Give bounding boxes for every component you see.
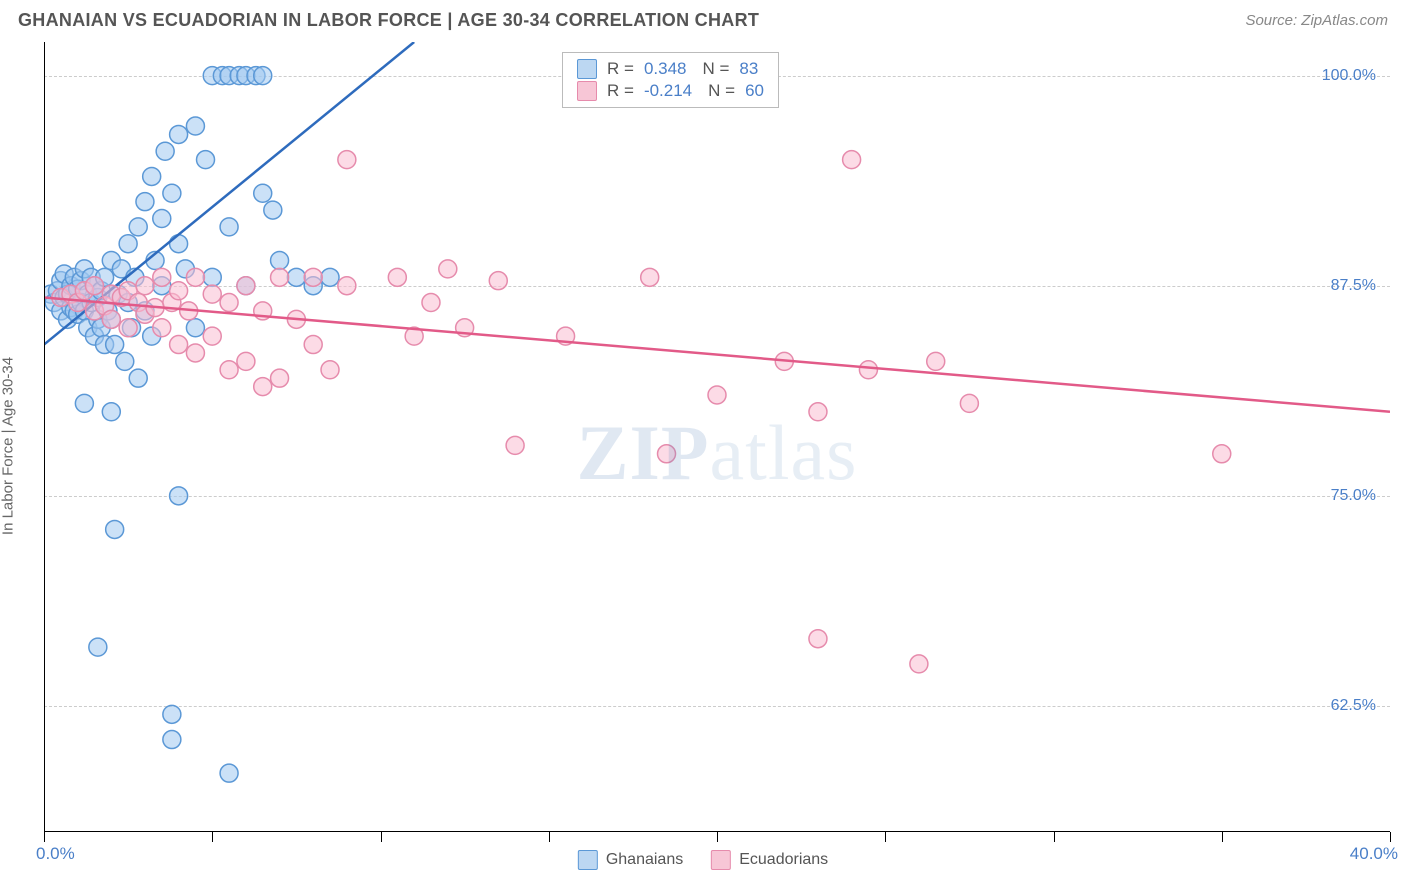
x-tick-mark bbox=[212, 832, 213, 842]
plot-area: ZIPatlas R = 0.348 N = 83 R = -0.214 N =… bbox=[44, 42, 1390, 832]
x-tick-mark bbox=[1222, 832, 1223, 842]
legend-label-ecuadorian: Ecuadorians bbox=[739, 851, 828, 869]
chart-title: GHANAIAN VS ECUADORIAN IN LABOR FORCE | … bbox=[18, 10, 759, 31]
x-tick-mark bbox=[44, 832, 45, 842]
stat-legend: R = 0.348 N = 83 R = -0.214 N = 60 bbox=[562, 52, 779, 108]
y-tick-label: 100.0% bbox=[1322, 67, 1376, 85]
x-tick-mark bbox=[1390, 832, 1391, 842]
x-tick-label-min: 0.0% bbox=[36, 844, 75, 864]
x-tick-mark bbox=[549, 832, 550, 842]
plot-border bbox=[44, 42, 1390, 832]
x-tick-label-max: 40.0% bbox=[1350, 844, 1398, 864]
n-label: N = bbox=[702, 59, 729, 79]
n-value-ecuadorian: 60 bbox=[745, 81, 764, 101]
legend-swatch-ghanaian bbox=[578, 850, 598, 870]
r-value-ghanaian: 0.348 bbox=[644, 59, 687, 79]
x-tick-mark bbox=[1054, 832, 1055, 842]
n-label: N = bbox=[708, 81, 735, 101]
legend-label-ghanaian: Ghanaians bbox=[606, 851, 683, 869]
stat-row-ghanaian: R = 0.348 N = 83 bbox=[577, 59, 764, 79]
stat-swatch-ecuadorian bbox=[577, 81, 597, 101]
r-label: R = bbox=[607, 81, 634, 101]
x-tick-mark bbox=[381, 832, 382, 842]
y-tick-label: 62.5% bbox=[1331, 697, 1376, 715]
title-bar: GHANAIAN VS ECUADORIAN IN LABOR FORCE | … bbox=[0, 0, 1406, 37]
y-tick-label: 87.5% bbox=[1331, 277, 1376, 295]
legend-item-ghanaian: Ghanaians bbox=[578, 850, 683, 870]
stat-row-ecuadorian: R = -0.214 N = 60 bbox=[577, 81, 764, 101]
n-value-ghanaian: 83 bbox=[739, 59, 758, 79]
r-label: R = bbox=[607, 59, 634, 79]
legend-swatch-ecuadorian bbox=[711, 850, 731, 870]
y-tick-label: 75.0% bbox=[1331, 487, 1376, 505]
stat-swatch-ghanaian bbox=[577, 59, 597, 79]
x-tick-mark bbox=[885, 832, 886, 842]
x-tick-mark bbox=[717, 832, 718, 842]
y-axis-label: In Labor Force | Age 30-34 bbox=[0, 357, 17, 535]
bottom-legend: Ghanaians Ecuadorians bbox=[578, 850, 828, 870]
source-attribution: Source: ZipAtlas.com bbox=[1245, 12, 1388, 29]
r-value-ecuadorian: -0.214 bbox=[644, 81, 692, 101]
legend-item-ecuadorian: Ecuadorians bbox=[711, 850, 828, 870]
